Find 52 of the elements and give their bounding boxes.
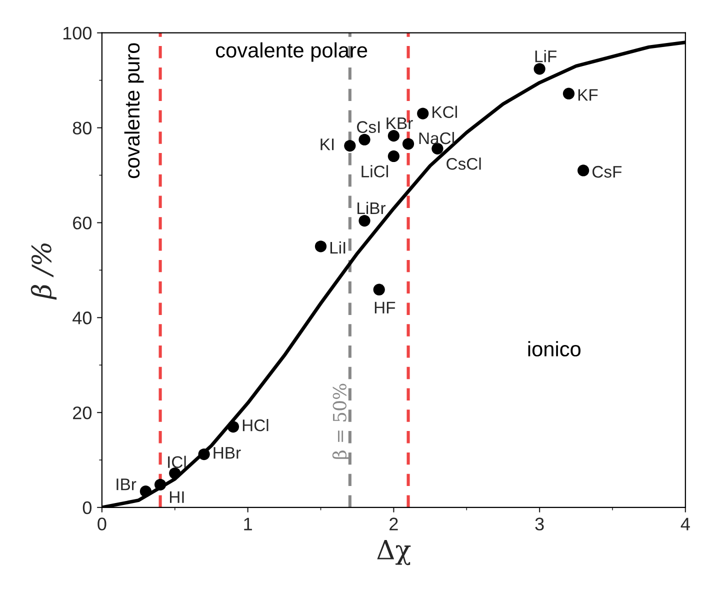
point: [562, 88, 575, 100]
annotation: covalente polare: [216, 42, 368, 62]
y-tick-label: 60: [73, 216, 92, 230]
point: [358, 214, 370, 227]
point: [198, 448, 210, 460]
point: [154, 478, 166, 490]
point: [578, 164, 590, 176]
y-tick-label: 80: [72, 122, 92, 134]
y-tick-label: 100: [63, 26, 92, 40]
annotation: ionico: [528, 341, 580, 356]
annotation: KBr: [386, 118, 413, 130]
annotation: covalente puro: [124, 43, 144, 178]
point: [388, 150, 400, 162]
point: [417, 108, 429, 120]
annotation: HBr: [214, 447, 241, 459]
annotation: HF: [374, 302, 396, 314]
x-tick-label: 4: [680, 518, 690, 530]
annotation: NaCl: [419, 132, 454, 144]
x-tick-label: 2: [390, 518, 398, 530]
point: [344, 140, 356, 152]
annotation: KCl: [432, 106, 457, 118]
x-tick-label: 3: [535, 518, 544, 530]
y-tick-label: 0: [82, 501, 92, 514]
point: [227, 420, 240, 433]
annotation: HI: [170, 491, 184, 503]
y-tick-label: 20: [73, 406, 92, 420]
x-axis-title: Δχ: [377, 540, 411, 566]
annotation: CsF: [592, 166, 622, 178]
annotation: LiCl: [362, 165, 388, 178]
annotation: ICl: [168, 456, 186, 468]
x-tick-label: 1: [244, 518, 252, 530]
annotation: CsCl: [446, 158, 481, 170]
annotation: HCl: [242, 418, 268, 432]
annotation: β = 50%: [332, 384, 350, 459]
point: [534, 63, 546, 75]
x-tick-label: 0: [98, 518, 106, 530]
y-tick-label: 40: [72, 312, 92, 324]
annotation: LiF: [535, 50, 556, 62]
annotation: IBr: [116, 478, 136, 490]
y-axis-title: β /%: [30, 244, 57, 300]
point: [358, 134, 370, 146]
annotation: LiBr: [358, 202, 386, 214]
point: [402, 138, 414, 150]
point: [314, 240, 327, 252]
annotation: KF: [578, 89, 598, 101]
point: [169, 467, 181, 480]
annotation: KI: [320, 138, 334, 150]
annotation: CsI: [357, 121, 380, 133]
annotation: LiI: [330, 241, 346, 254]
point: [140, 486, 152, 498]
point: [373, 284, 385, 296]
point: [388, 130, 400, 142]
